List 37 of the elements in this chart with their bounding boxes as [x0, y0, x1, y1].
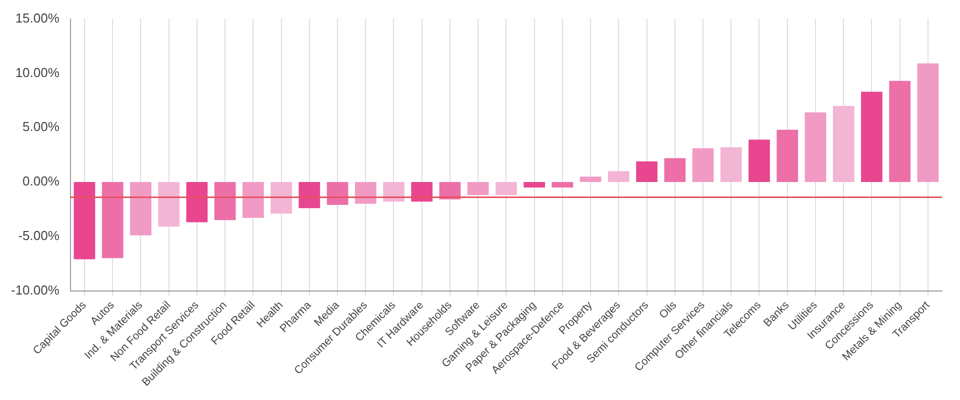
bar	[889, 80, 911, 182]
bar	[496, 182, 517, 196]
bar	[214, 182, 236, 220]
bar	[580, 176, 602, 182]
bar	[636, 161, 658, 182]
y-tick-label: 10.00%	[15, 64, 60, 80]
bar	[524, 182, 546, 188]
y-tick-label: 15.00%	[15, 10, 60, 26]
bar	[186, 182, 208, 222]
bar	[608, 171, 630, 182]
bar	[692, 148, 714, 182]
y-tick-label: -5.00%	[18, 228, 60, 243]
bar	[804, 112, 826, 182]
bar	[917, 63, 939, 182]
bar	[102, 182, 124, 258]
y-tick-label: 5.00%	[22, 119, 60, 134]
bar	[439, 182, 461, 200]
bar	[664, 158, 686, 182]
bar	[467, 182, 489, 196]
bar	[74, 182, 96, 260]
y-tick-label: -10.00%	[11, 282, 60, 298]
bar	[270, 182, 292, 214]
bar	[861, 92, 882, 182]
bar	[298, 182, 320, 208]
bar	[748, 140, 770, 182]
bar	[130, 182, 152, 236]
bar	[776, 130, 798, 182]
y-tick-label: 0.00%	[22, 174, 60, 189]
bar	[158, 182, 180, 227]
bar	[411, 182, 433, 202]
bar	[242, 182, 264, 218]
bar	[552, 182, 574, 188]
bar	[326, 182, 348, 205]
bar	[832, 106, 854, 182]
bar	[720, 147, 742, 182]
bar	[354, 182, 376, 204]
bar	[383, 182, 404, 202]
